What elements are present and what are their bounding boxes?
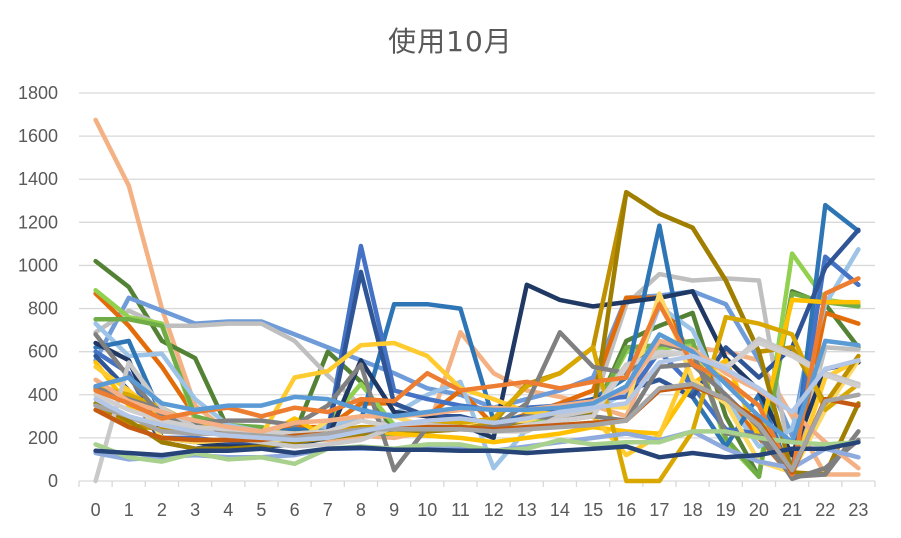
x-tick-label: 7 bbox=[323, 500, 333, 520]
y-tick-label: 0 bbox=[48, 471, 58, 491]
y-tick-label: 600 bbox=[28, 342, 58, 362]
x-axis: 0 1 2 3 4 5 6 7 8 9 10 11 12 13 14 15 16 17 18 19 20 21 22 23 bbox=[78, 480, 876, 520]
series-line-s31 bbox=[93, 353, 861, 443]
series-line-s27 bbox=[93, 429, 861, 467]
x-tick-label: 12 bbox=[484, 500, 504, 520]
y-tick-label: 1400 bbox=[18, 169, 58, 189]
x-tick-label: 15 bbox=[583, 500, 603, 520]
x-tick-label: 19 bbox=[716, 500, 736, 520]
x-tick-label: 17 bbox=[649, 500, 669, 520]
x-tick-label: 18 bbox=[683, 500, 703, 520]
y-tick-label: 1600 bbox=[18, 126, 58, 146]
y-tick-label: 200 bbox=[28, 428, 58, 448]
x-tick-label: 22 bbox=[815, 500, 835, 520]
chart-title: 使用10月 bbox=[388, 25, 513, 58]
x-tick-label: 1 bbox=[124, 500, 134, 520]
x-tick-label: 11 bbox=[451, 500, 470, 520]
series-line-s29 bbox=[93, 439, 861, 460]
x-tick-label: 5 bbox=[256, 500, 266, 520]
x-tick-label: 3 bbox=[190, 500, 200, 520]
x-tick-label: 0 bbox=[91, 500, 101, 520]
x-tick-label: 9 bbox=[389, 500, 399, 520]
y-tick-label: 800 bbox=[28, 299, 58, 319]
y-axis-labels: 0 200 400 600 800 1000 1200 1400 1600 1800 bbox=[18, 83, 58, 491]
x-tick-label: 20 bbox=[749, 500, 769, 520]
y-tick-label: 1000 bbox=[18, 255, 58, 275]
y-tick-label: 400 bbox=[28, 385, 58, 405]
x-tick-label: 2 bbox=[157, 500, 167, 520]
x-tick-label: 8 bbox=[356, 500, 366, 520]
x-tick-label: 21 bbox=[782, 500, 802, 520]
x-tick-label: 23 bbox=[848, 500, 868, 520]
x-tick-label: 4 bbox=[223, 500, 233, 520]
x-tick-label: 16 bbox=[616, 500, 636, 520]
data-series-lines bbox=[93, 117, 861, 484]
series-line-s25 bbox=[93, 332, 861, 445]
y-tick-label: 1200 bbox=[18, 212, 58, 232]
x-tick-label: 10 bbox=[417, 500, 437, 520]
x-tick-label: 14 bbox=[550, 500, 570, 520]
y-tick-label: 1800 bbox=[18, 83, 58, 103]
x-tick-label: 13 bbox=[517, 500, 537, 520]
x-tick-label: 6 bbox=[290, 500, 300, 520]
